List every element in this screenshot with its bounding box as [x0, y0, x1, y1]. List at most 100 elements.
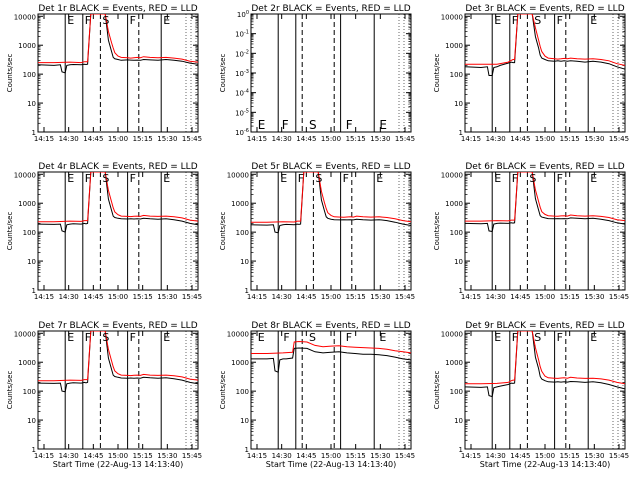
chart-title: Det 4r BLACK = Events, RED = LLD — [38, 162, 197, 172]
y-tick-label: 10-6 — [235, 128, 249, 137]
events-series-line — [38, 172, 198, 233]
x-tick-label: 15:30 — [157, 293, 177, 301]
chart-panel-3: Det 3r BLACK = Events, RED = LLD 1 10 100 10… — [433, 4, 629, 143]
interval-marker-label: S — [529, 172, 536, 185]
y-tick-exponent: -4 — [244, 89, 249, 95]
interval-marker-label: F — [557, 331, 563, 344]
y-tick-label: 10000 — [441, 13, 463, 21]
x-tick-label: 14:45 — [510, 452, 530, 460]
y-axis-label: Counts/sec — [219, 54, 227, 93]
x-tick-label: 15:00 — [108, 293, 128, 301]
x-tick-label: 15:00 — [535, 135, 555, 143]
chart-panel-5: Det 5r BLACK = Events, RED = LLD 1 10 100 10… — [219, 162, 415, 301]
x-tick-label: 15:00 — [321, 135, 341, 143]
chart-title: Det 1r BLACK = Events, RED = LLD — [38, 4, 197, 14]
y-tick-label: 10-5 — [235, 108, 249, 117]
x-tick-label: 14:30 — [272, 135, 292, 143]
x-tick-label: 15:30 — [370, 452, 390, 460]
x-tick-label: 15:00 — [321, 293, 341, 301]
y-tick-label: 10 — [27, 417, 36, 425]
interval-marker-label: E — [163, 331, 170, 344]
events-series-line — [38, 14, 198, 74]
y-tick-exponent: 0 — [246, 10, 249, 16]
x-tick-label: 15:15 — [133, 135, 153, 143]
interval-marker-label: E — [67, 331, 74, 344]
interval-marker-label: E — [494, 14, 501, 27]
lld-series-line — [251, 172, 411, 223]
y-tick-label: 1 — [459, 287, 463, 295]
y-tick-label: 100 — [237, 10, 249, 19]
interval-marker-label: F — [512, 14, 518, 27]
x-tick-label: 15:30 — [584, 135, 604, 143]
interval-marker-label: E — [258, 118, 266, 132]
x-tick-label: 14:45 — [83, 293, 103, 301]
interval-marker-label: F — [85, 172, 91, 185]
y-tick-label: 10 — [454, 417, 463, 425]
y-tick-label: 1000 — [445, 200, 463, 208]
interval-marker-label: F — [130, 14, 136, 27]
interval-marker-label: S — [534, 331, 541, 344]
interval-marker-label: E — [258, 331, 265, 344]
x-tick-label: 15:30 — [157, 135, 177, 143]
interval-marker-label: S — [315, 172, 322, 185]
y-axis-label: Counts/sec — [433, 54, 441, 93]
chart-panel-8: Det 8r BLACK = Events, RED = LLD 1 10 100 10… — [219, 321, 415, 469]
chart-title: Det 6r BLACK = Events, RED = LLD — [465, 162, 624, 172]
y-tick-label: 10000 — [14, 13, 36, 21]
y-tick-label: 1000 — [445, 359, 463, 367]
x-tick-label: 14:15 — [461, 452, 481, 460]
x-tick-label: 15:15 — [346, 135, 366, 143]
chart-title: Det 2r BLACK = Events, RED = LLD — [251, 4, 410, 14]
y-tick-label: 1000 — [18, 42, 36, 50]
y-tick-label: 100 — [23, 229, 36, 237]
y-tick-base: 10 — [235, 50, 244, 58]
y-tick-base: 10 — [235, 70, 244, 78]
interval-marker-label: F — [85, 14, 91, 27]
x-tick-label: 15:00 — [535, 452, 555, 460]
interval-marker-label: E — [590, 14, 597, 27]
x-tick-label: 14:15 — [247, 293, 267, 301]
y-tick-exponent: -2 — [244, 49, 249, 55]
y-tick-base: 10 — [235, 90, 244, 98]
chart-title: Det 8r BLACK = Events, RED = LLD — [251, 321, 410, 331]
interval-marker-label: E — [163, 172, 170, 185]
y-axis-label: Counts/sec — [433, 371, 441, 410]
y-tick-label: 1 — [245, 287, 249, 295]
chart-title: Det 7r BLACK = Events, RED = LLD — [38, 321, 197, 331]
x-tick-label: 15:15 — [133, 452, 153, 460]
x-tick-label: 15:45 — [395, 452, 415, 460]
interval-marker-label: S — [102, 172, 109, 185]
x-tick-label: 15:30 — [584, 452, 604, 460]
x-tick-label: 15:45 — [609, 135, 629, 143]
y-axis-label: Counts/sec — [6, 54, 14, 93]
interval-marker-label: F — [85, 331, 91, 344]
y-tick-label: 10000 — [14, 171, 36, 179]
y-tick-label: 10 — [240, 258, 249, 266]
x-tick-label: 14:30 — [486, 293, 506, 301]
y-tick-label: 100 — [450, 388, 463, 396]
x-tick-label: 14:45 — [510, 293, 530, 301]
interval-marker-label: E — [379, 331, 386, 344]
lld-series-line — [465, 172, 625, 222]
x-tick-label: 15:00 — [321, 452, 341, 460]
y-tick-label: 1 — [459, 129, 463, 137]
interval-marker-label: E — [379, 118, 387, 132]
x-tick-label: 14:30 — [486, 135, 506, 143]
x-axis-label: Start Time (22-Aug-13 14:13:40) — [480, 460, 611, 469]
x-tick-label: 14:30 — [59, 452, 79, 460]
interval-marker-label: S — [102, 331, 109, 344]
x-tick-label: 15:00 — [108, 452, 128, 460]
lld-series-line — [465, 331, 625, 385]
lld-series-line — [38, 14, 198, 64]
y-tick-label: 100 — [236, 388, 249, 396]
y-axis-label: Counts/sec — [219, 371, 227, 410]
x-tick-label: 14:15 — [461, 135, 481, 143]
interval-marker-label: F — [282, 118, 289, 132]
y-tick-exponent: -6 — [244, 128, 249, 134]
y-axis-label: Counts/sec — [6, 371, 14, 410]
x-tick-label: 15:45 — [182, 452, 202, 460]
y-tick-label: 10 — [454, 100, 463, 108]
x-tick-label: 14:45 — [296, 452, 316, 460]
